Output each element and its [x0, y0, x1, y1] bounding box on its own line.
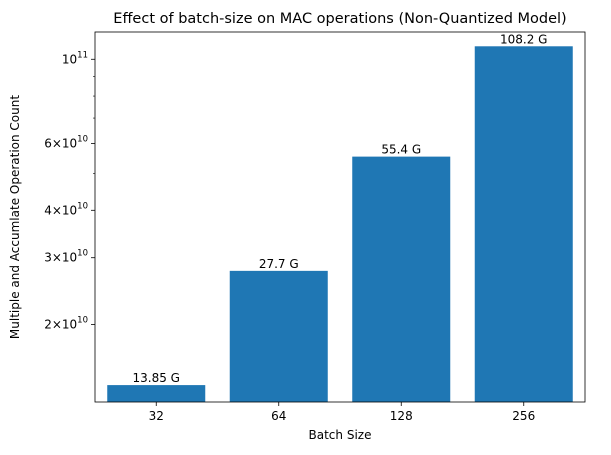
- y-tick-label: 3×1010: [44, 249, 88, 265]
- bar-32: [107, 385, 206, 402]
- y-tick-label: 2×1010: [44, 316, 88, 332]
- bar-value-label: 108.2 G: [500, 32, 547, 46]
- x-axis-title: Batch Size: [309, 428, 372, 442]
- bar-256: [474, 46, 573, 402]
- y-tick-label: 6×1010: [44, 134, 88, 150]
- y-tick-label: 4×1010: [44, 201, 88, 217]
- x-tick-label: 32: [149, 409, 164, 423]
- bar-value-label: 27.7 G: [259, 257, 299, 271]
- bar-64: [229, 270, 328, 402]
- axes-frame: [94, 31, 586, 403]
- chart-title: Effect of batch-size on MAC operations (…: [113, 11, 566, 27]
- x-tick-label: 256: [512, 409, 535, 423]
- plot-area: 13.85 G 32 27.7 G 64 55.4 G 128 108.2 G 256 2×10…: [44, 31, 586, 423]
- bar-128: [352, 156, 451, 402]
- x-tick-label: 64: [271, 409, 286, 423]
- y-tick-label: 1011: [62, 50, 88, 66]
- bar-value-label: 55.4 G: [381, 143, 421, 157]
- x-tick-label: 128: [390, 409, 413, 423]
- y-axis-title: Multiple and Accumlate Operation Count: [8, 95, 22, 339]
- bar-value-label: 13.85 G: [133, 371, 180, 385]
